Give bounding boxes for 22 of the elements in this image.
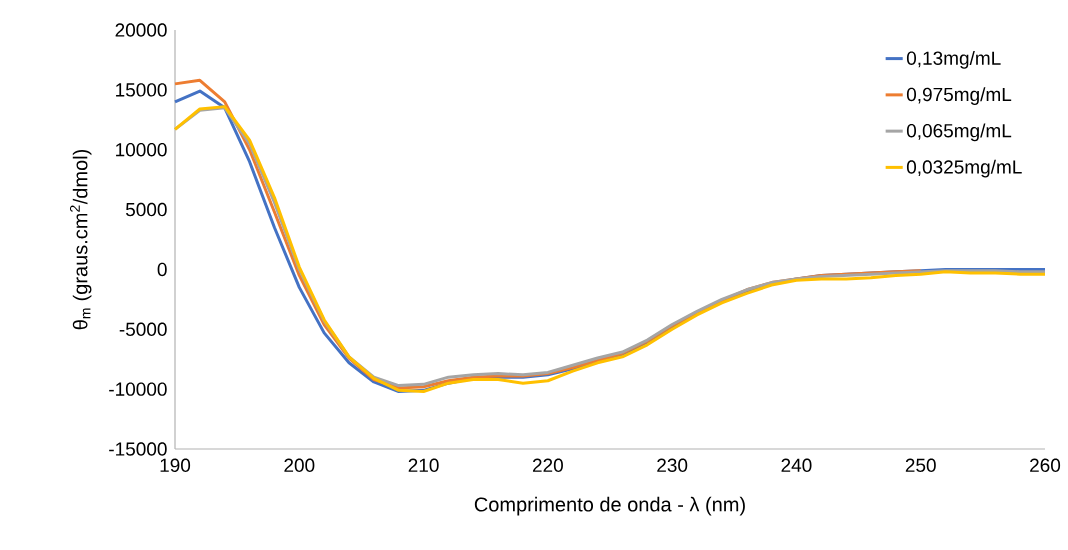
legend-label: 0,065mg/mL xyxy=(906,123,1012,142)
y-tick-label: 10000 xyxy=(116,142,167,157)
y-tick-label: 20000 xyxy=(115,23,167,37)
y-axis-title: θ$_{m}$ (graus.cm$^{2}$/dmol) xyxy=(69,149,92,330)
legend-label: 0,0325mg/mL xyxy=(906,159,1022,178)
y-tick-label: 5000 xyxy=(125,202,167,217)
y-tick-label: -5000 xyxy=(119,322,167,337)
y-tick-label: 15000 xyxy=(116,83,167,97)
x-tick-label: 210 xyxy=(408,458,439,472)
legend-label: 0,13mg/mL xyxy=(906,50,1001,69)
x-tick-label: 260 xyxy=(1030,458,1061,472)
x-tick-label: 200 xyxy=(284,458,315,472)
legend-label: 0,975mg/mL xyxy=(906,87,1012,105)
y-tick-label: 0 xyxy=(157,262,167,277)
x-tick-label: 250 xyxy=(905,458,936,472)
x-tick-label: 220 xyxy=(532,458,563,472)
x-tick-label: 230 xyxy=(657,458,688,472)
y-tick-label: -10000 xyxy=(109,382,167,396)
x-tick-label: 240 xyxy=(781,458,812,472)
x-tick-label: 190 xyxy=(160,458,191,472)
y-tick-label: -15000 xyxy=(109,442,167,456)
x-axis-title: Comprimento de onda - λ (nm) xyxy=(474,496,745,516)
